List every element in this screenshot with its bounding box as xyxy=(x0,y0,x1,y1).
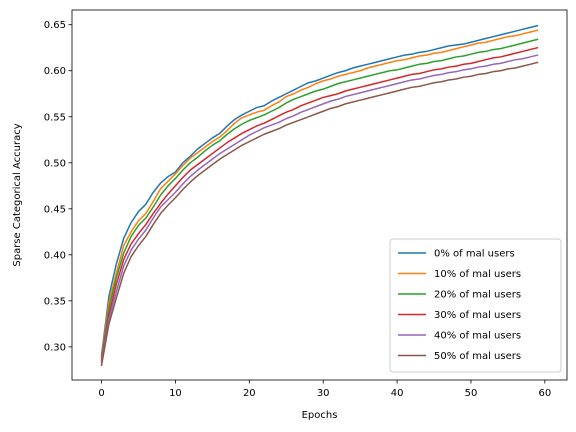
y-axis: 0.30 0.35 0.40 0.45 0.50 0.55 0.60 0.65 xyxy=(44,20,72,353)
series-line-2 xyxy=(100,38,539,360)
legend-label: 40% of mal users xyxy=(434,331,521,342)
x-tick-label: 20 xyxy=(243,388,256,399)
legend-label: 50% of mal users xyxy=(434,351,521,362)
x-tick-label: 10 xyxy=(169,388,182,399)
y-tick-label: 0.30 xyxy=(44,342,66,353)
y-tick-label: 0.45 xyxy=(44,204,66,215)
x-axis-label: Epochs xyxy=(302,410,338,421)
x-axis: 0 10 20 30 40 50 60 xyxy=(98,380,551,399)
y-tick-label: 0.60 xyxy=(44,66,66,77)
x-tick-label: 40 xyxy=(391,388,404,399)
x-tick-label: 50 xyxy=(465,388,478,399)
y-tick-label: 0.50 xyxy=(44,158,66,169)
legend-label: 30% of mal users xyxy=(434,310,521,321)
y-tick-label: 0.35 xyxy=(44,296,66,307)
series-line-5 xyxy=(100,61,539,367)
legend-label: 10% of mal users xyxy=(434,269,521,280)
legend-label: 0% of mal users xyxy=(434,249,515,260)
plot-frame xyxy=(71,9,568,381)
series-line-4 xyxy=(100,54,539,364)
y-axis-label: Sparse Categorical Accuracy xyxy=(12,123,23,266)
series-lines xyxy=(100,24,539,367)
series-line-1 xyxy=(100,29,539,358)
y-tick-label: 0.55 xyxy=(44,112,66,123)
x-tick-label: 60 xyxy=(538,388,551,399)
legend: 0% of mal users 10% of mal users 20% of ma… xyxy=(389,238,562,373)
x-tick-label: 30 xyxy=(317,388,330,399)
series-line-0 xyxy=(100,24,539,356)
legend-box xyxy=(389,238,562,373)
x-tick-label: 0 xyxy=(98,388,104,399)
y-tick-label: 0.40 xyxy=(44,250,66,261)
series-line-3 xyxy=(100,46,539,362)
y-tick-label: 0.65 xyxy=(44,20,66,31)
legend-label: 20% of mal users xyxy=(434,290,521,301)
